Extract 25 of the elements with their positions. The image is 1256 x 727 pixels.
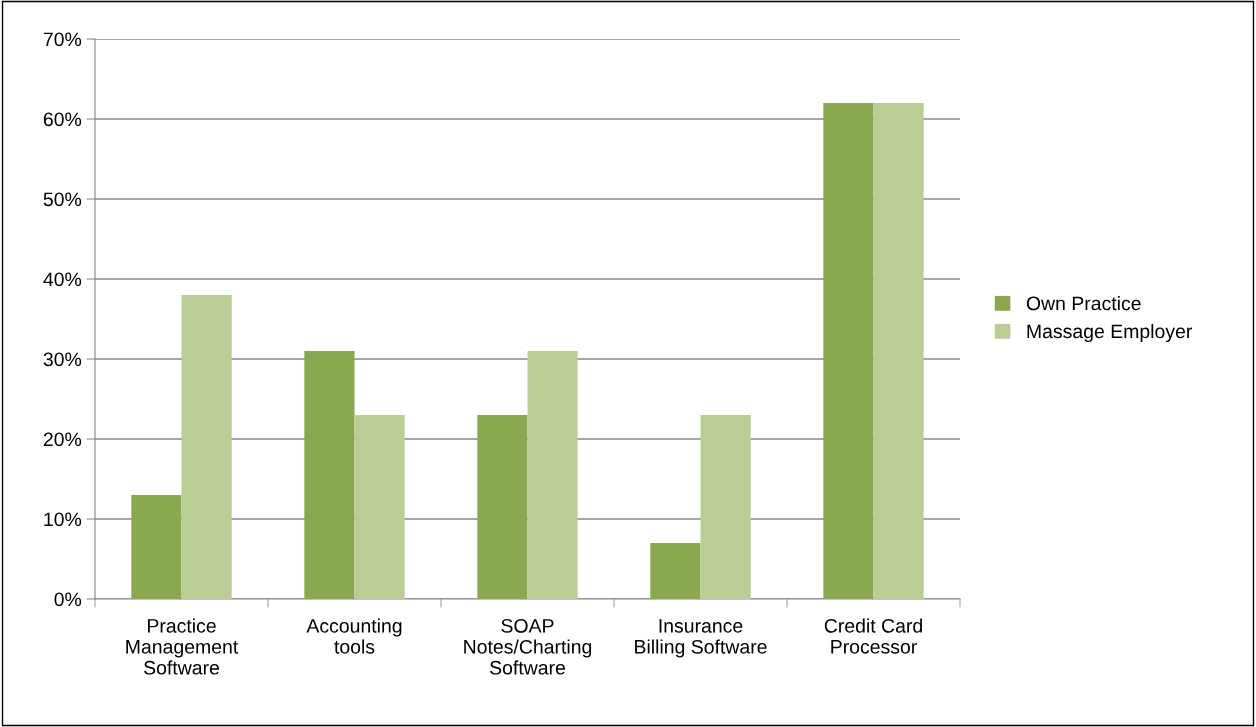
y-tick-label: 20% [43, 432, 82, 447]
y-tick-label: 40% [43, 272, 82, 287]
bar [527, 351, 578, 599]
x-tick-label: Credit Card Processor [824, 618, 922, 654]
y-tick-label: 30% [43, 352, 82, 367]
bar [700, 415, 751, 599]
bar [181, 295, 232, 599]
x-tick-label: Insurance Billing Software [635, 619, 767, 658]
x-tick-label: Accounting tools [306, 618, 402, 654]
y-tick-label: 10% [44, 512, 82, 527]
bar [650, 543, 701, 599]
legend-label: Massage Employer [1027, 323, 1193, 343]
bar [131, 495, 182, 599]
y-tick-label: 70% [43, 32, 82, 47]
legend-label: Own Practice [1026, 296, 1141, 311]
bar [304, 351, 355, 599]
bar [873, 103, 924, 599]
x-tick-label: SOAP Notes/Charting Software [464, 618, 592, 675]
bar [823, 103, 874, 599]
x-tick-label: Practice Management Software [126, 618, 239, 675]
bar [354, 415, 405, 599]
y-tick-label: 50% [43, 192, 82, 207]
bar [477, 415, 528, 599]
y-tick-label: 60% [43, 112, 82, 127]
y-tick-label: 0% [54, 592, 82, 607]
